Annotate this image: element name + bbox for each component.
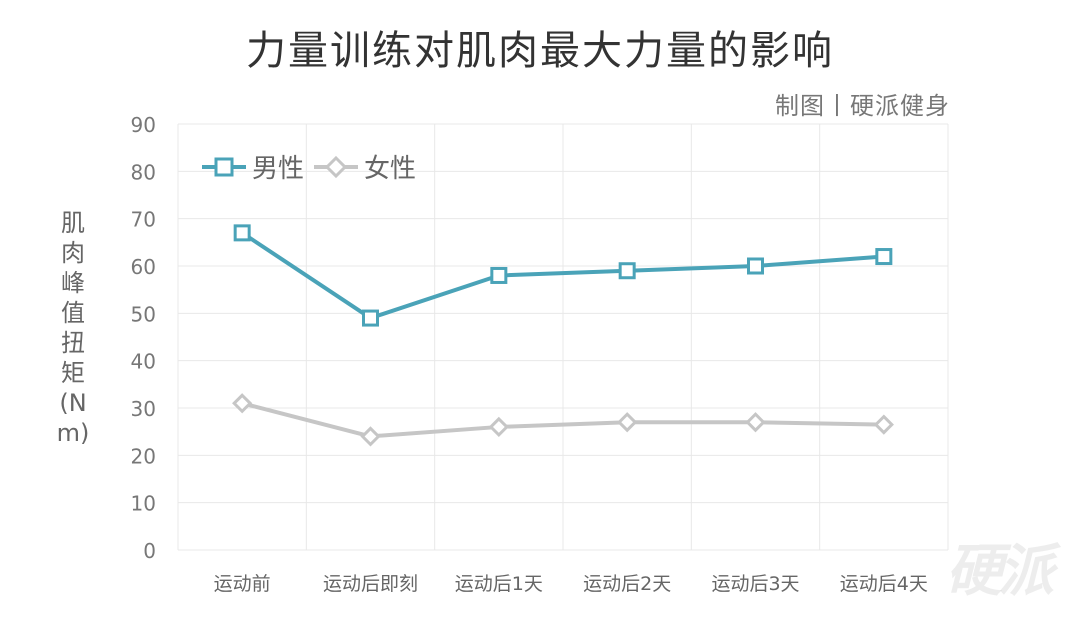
watermark: 硬派 (946, 539, 1054, 604)
data-point-male (875, 248, 893, 266)
x-tick-label: 运动后2天 (583, 573, 671, 595)
legend-swatch-male (202, 157, 246, 176)
x-tick-label: 运动前 (214, 573, 271, 595)
data-point-female (745, 412, 766, 433)
series-line-male (241, 231, 884, 321)
y-tick-label: 10 (131, 492, 156, 516)
data-point-female (232, 393, 253, 414)
y-tick-label: 30 (131, 397, 156, 421)
chart-title: 力量训练对肌肉最大力量的影响 (246, 28, 834, 74)
data-point-male (618, 262, 636, 280)
data-point-male (747, 257, 764, 275)
data-point-male (362, 309, 379, 327)
y-tick-label: 20 (131, 444, 156, 468)
y-tick-label: 40 (131, 350, 156, 374)
y-tick-label: 0 (143, 539, 156, 563)
legend-label-male: 男性 (252, 154, 305, 184)
x-tick-label: 运动后4天 (840, 573, 928, 595)
y-tick-label: 80 (131, 160, 156, 184)
series-line-female (241, 401, 884, 439)
y-axis-label: 肌肉峰值扭矩(Nm) (56, 209, 90, 447)
legend-swatch-female (314, 155, 359, 178)
y-tick-label: 60 (131, 255, 156, 279)
data-point-male (490, 266, 508, 284)
legend: 男性 女性 (200, 148, 424, 185)
x-tick-label: 运动后即刻 (323, 573, 418, 595)
x-tick-label: 运动后3天 (711, 573, 799, 595)
data-point-female (873, 414, 894, 435)
legend-label-female: 女性 (364, 154, 417, 184)
legend-item-female: 女性 (312, 148, 416, 185)
data-point-male (233, 224, 251, 242)
data-point-female (360, 426, 381, 447)
data-point-female (617, 412, 638, 433)
y-tick-label: 50 (131, 302, 156, 326)
x-tick-label: 运动后1天 (455, 573, 543, 595)
y-tick-label: 90 (131, 113, 156, 137)
legend-item-male: 男性 (200, 148, 304, 185)
data-point-female (488, 416, 509, 438)
chart-credit: 制图丨硬派健身 (775, 92, 950, 120)
y-tick-label: 70 (131, 208, 156, 232)
